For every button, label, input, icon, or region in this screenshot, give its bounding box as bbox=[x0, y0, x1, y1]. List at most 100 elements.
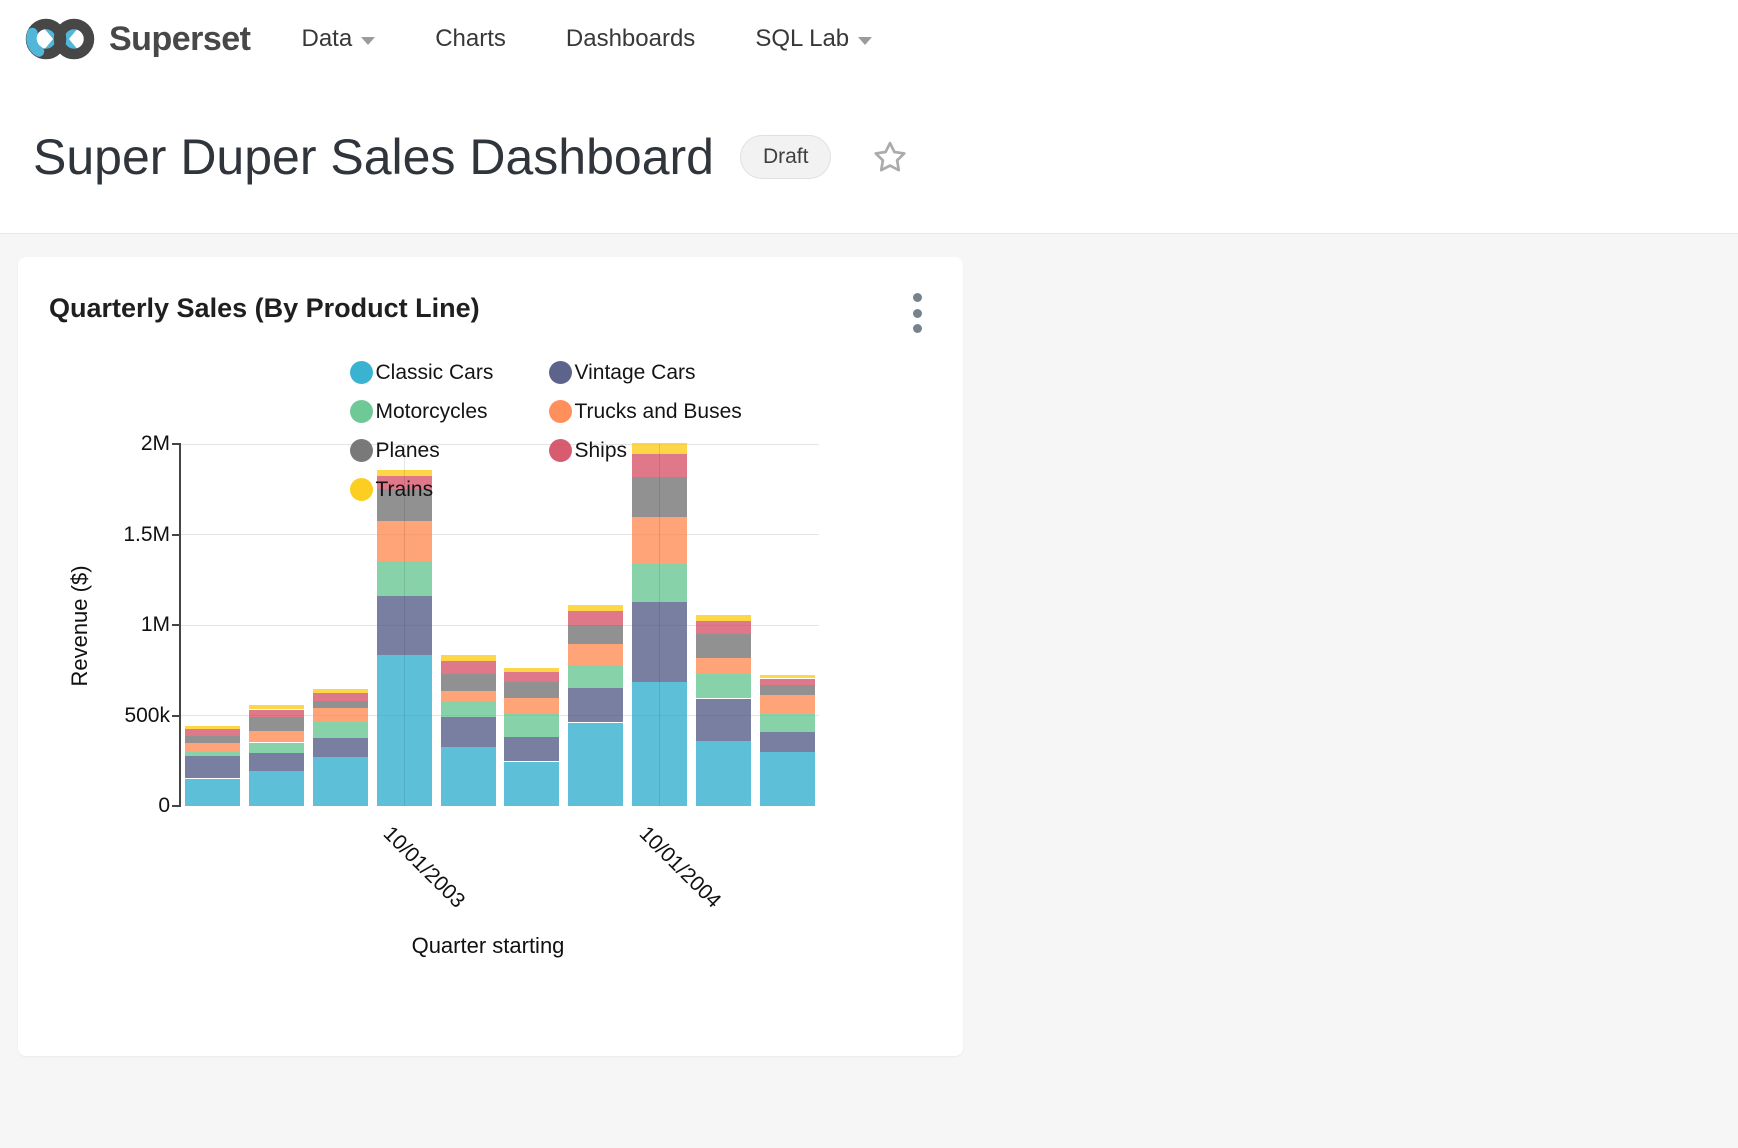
bar-segment bbox=[504, 697, 560, 713]
y-axis-line bbox=[179, 443, 181, 807]
page-title: Super Duper Sales Dashboard bbox=[33, 129, 714, 185]
bar-segment bbox=[376, 560, 432, 597]
bar-segment bbox=[759, 752, 815, 806]
kebab-menu-icon[interactable] bbox=[908, 293, 926, 333]
bar-segment bbox=[568, 605, 624, 612]
infinity-logo-icon bbox=[25, 18, 95, 60]
bar-segment bbox=[759, 713, 815, 733]
bar-segment bbox=[185, 726, 241, 729]
gridline-horizontal bbox=[181, 624, 819, 626]
gridline-horizontal bbox=[181, 534, 819, 535]
y-axis-tick bbox=[172, 714, 179, 717]
bar-segment bbox=[313, 689, 368, 693]
superset-logo[interactable]: Superset bbox=[20, 13, 251, 65]
bar-segment bbox=[568, 625, 624, 644]
bar-segment bbox=[632, 516, 687, 564]
y-axis-tick bbox=[172, 624, 179, 626]
bar-segment bbox=[504, 737, 560, 762]
bar-segment bbox=[249, 717, 305, 731]
bar-segment bbox=[759, 678, 815, 686]
bar-segment bbox=[249, 730, 305, 743]
dashboard-grid: Quarterly Sales (By Product Line) 0 500k 1… bbox=[0, 234, 1738, 1147]
bar-segment bbox=[504, 667, 560, 673]
bar-segment bbox=[759, 695, 815, 714]
bar-segment bbox=[632, 682, 687, 806]
bar-segment bbox=[185, 736, 241, 743]
bar-segment bbox=[440, 690, 496, 701]
bar-segment bbox=[632, 564, 687, 603]
bar-segment bbox=[376, 489, 432, 522]
bar-segment bbox=[632, 443, 687, 454]
bar-segment bbox=[695, 698, 751, 742]
bar-segment bbox=[759, 675, 815, 679]
bar-segment bbox=[313, 722, 368, 739]
nav-item-charts[interactable]: Charts bbox=[435, 25, 506, 52]
y-axis-tick bbox=[172, 443, 179, 445]
bar-segment bbox=[313, 738, 368, 758]
bar-segment bbox=[632, 477, 687, 517]
y-axis-tick-label: 1.5M bbox=[123, 522, 170, 546]
bar-segment bbox=[313, 757, 368, 806]
legend-dot bbox=[349, 360, 373, 384]
bar-segment bbox=[695, 657, 751, 675]
legend-item-vintage-cars[interactable]: Vintage Cars bbox=[548, 360, 696, 384]
x-axis-title: Quarter starting bbox=[411, 933, 565, 958]
bar-segment bbox=[440, 716, 496, 747]
chevron-down-icon bbox=[361, 36, 376, 45]
bar-segment bbox=[376, 521, 432, 561]
legend-dot bbox=[548, 438, 572, 462]
legend-item-classic-cars[interactable]: Classic Cars bbox=[349, 360, 493, 384]
bar-segment bbox=[568, 722, 624, 806]
bar-segment bbox=[568, 644, 624, 665]
chevron-down-icon bbox=[858, 36, 873, 45]
bar-segment bbox=[759, 685, 815, 696]
legend-dot bbox=[548, 399, 572, 423]
nav-item-dashboards[interactable]: Dashboards bbox=[565, 25, 696, 52]
legend-item-planes[interactable]: Planes bbox=[349, 438, 440, 462]
app-header: Superset Data Charts Dashboards SQL Lab … bbox=[0, 0, 1738, 234]
y-axis-tick-label: 1M bbox=[140, 613, 170, 636]
bar-segment bbox=[185, 756, 241, 779]
bar-segment bbox=[376, 654, 432, 806]
bar-segment bbox=[440, 747, 496, 806]
bar-segment bbox=[249, 709, 305, 718]
bar-segment bbox=[568, 664, 624, 688]
gridline-vertical bbox=[403, 444, 405, 806]
y-axis-tick-label: 500k bbox=[124, 703, 170, 727]
gridline-horizontal bbox=[181, 715, 819, 716]
favorite-star-icon[interactable] bbox=[871, 138, 909, 176]
nav-item-sql-lab[interactable]: SQL Lab bbox=[755, 25, 873, 53]
y-axis-tick bbox=[172, 533, 179, 536]
bar-segment bbox=[376, 469, 432, 476]
stacked-bar-chart: 0 500k 1M 1.5M 2M 10/01/2003 10/01/2004 Quarter… bbox=[18, 257, 963, 1056]
legend-item-trucks-and-buses[interactable]: Trucks and Buses bbox=[548, 399, 742, 423]
bar-segment bbox=[568, 611, 624, 626]
bar-segment bbox=[249, 742, 305, 754]
bar-segment bbox=[376, 596, 432, 655]
legend-dot bbox=[349, 477, 373, 501]
bar-segment bbox=[440, 674, 496, 691]
bar-segment bbox=[185, 728, 241, 737]
bar-segment bbox=[313, 692, 368, 702]
bar-segment bbox=[249, 770, 305, 806]
legend-item-motorcycles[interactable]: Motorcycles bbox=[349, 399, 488, 423]
brand-name: Superset bbox=[109, 19, 251, 58]
bar-segment bbox=[759, 732, 815, 753]
nav-item-data[interactable]: Data bbox=[302, 25, 376, 53]
dashboard-title-row: Super Duper Sales Dashboard Draft bbox=[33, 120, 909, 194]
legend-item-trains[interactable]: Trains bbox=[349, 477, 433, 501]
bar-segment bbox=[185, 751, 241, 757]
bar-segment bbox=[695, 674, 751, 699]
main-nav: Data Charts Dashboards SQL Lab bbox=[302, 25, 933, 53]
bar-segment bbox=[504, 761, 560, 806]
y-axis-tick-label: 0 bbox=[158, 794, 170, 817]
navbar: Superset Data Charts Dashboards SQL Lab bbox=[20, 8, 932, 70]
bar-segment bbox=[185, 743, 241, 752]
x-axis-tick-label: 10/01/2004 bbox=[634, 822, 725, 913]
bar-segment bbox=[504, 672, 560, 682]
chart-card: Quarterly Sales (By Product Line) 0 500k 1… bbox=[18, 257, 963, 1056]
bar-segment bbox=[695, 634, 751, 658]
bar-segment bbox=[440, 701, 496, 717]
legend-item-ships[interactable]: Ships bbox=[548, 438, 627, 462]
status-badge: Draft bbox=[739, 135, 832, 179]
